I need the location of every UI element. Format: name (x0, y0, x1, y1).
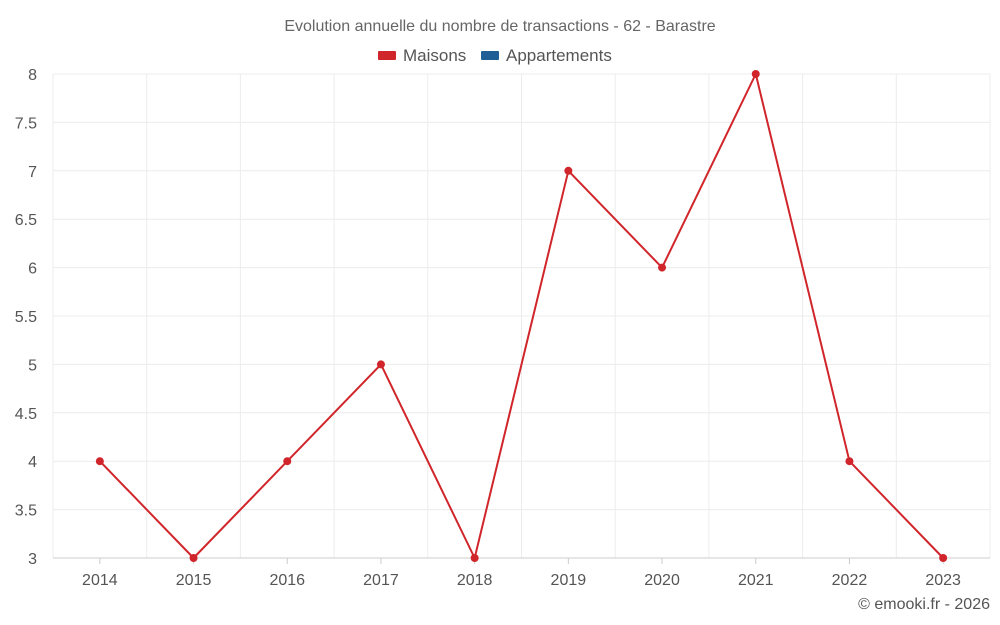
x-tick-label: 2020 (644, 572, 680, 589)
y-tick-label: 6.5 (15, 212, 37, 229)
x-tick-label: 2023 (925, 572, 961, 589)
legend-swatch-maisons (378, 51, 396, 60)
y-tick-label: 7 (28, 164, 37, 181)
x-tick-label: 2021 (738, 572, 774, 589)
y-tick-label: 6 (28, 261, 37, 278)
y-tick-label: 4.5 (15, 406, 37, 423)
x-tick-label: 2015 (176, 572, 212, 589)
data-point-maisons-2017[interactable] (376, 360, 385, 369)
y-tick-label: 7.5 (15, 115, 37, 132)
y-tick-label: 4 (28, 454, 37, 471)
y-tick-label: 3 (28, 551, 37, 568)
y-tick-label: 3.5 (15, 503, 37, 520)
y-tick-label: 5 (28, 357, 37, 374)
data-point-maisons-2015[interactable] (189, 554, 198, 562)
data-point-maisons-2021[interactable] (751, 70, 760, 78)
x-tick-label: 2022 (832, 572, 868, 589)
x-axis-ticks: 2014 2015 2016 2017 2018 2019 2020 2021 2022 2023 (82, 558, 961, 589)
x-tick-label: 2016 (269, 572, 305, 589)
series-layer (95, 70, 948, 562)
y-tick-label: 5.5 (15, 309, 37, 326)
legend-label-appartements: Appartements (506, 46, 612, 65)
credit-text: © emooki.fr - 2026 (858, 596, 990, 613)
chart-title: Evolution annuelle du nombre de transact… (284, 18, 715, 35)
data-point-maisons-2016[interactable] (283, 457, 292, 466)
x-tick-label: 2014 (82, 572, 118, 589)
x-tick-label: 2018 (457, 572, 493, 589)
y-axis-ticks: 3 3.5 4 4.5 5 5.5 6 6.5 7 7.5 8 (15, 67, 37, 568)
data-point-maisons-2023[interactable] (939, 554, 948, 562)
legend-swatch-appartements (481, 51, 499, 60)
legend-item-appartements[interactable]: Appartements (481, 46, 612, 65)
data-point-maisons-2022[interactable] (845, 457, 854, 466)
legend-label-maisons: Maisons (403, 46, 466, 65)
data-point-maisons-2020[interactable] (658, 263, 667, 272)
grid (52, 73, 991, 558)
legend-item-maisons[interactable]: Maisons (378, 46, 466, 65)
legend: Maisons Appartements (378, 46, 612, 65)
x-tick-label: 2017 (363, 572, 399, 589)
x-tick-label: 2019 (551, 572, 587, 589)
y-tick-label: 8 (28, 67, 37, 84)
series-line-maisons (99, 73, 944, 559)
data-point-maisons-2019[interactable] (564, 166, 573, 175)
data-point-maisons-2014[interactable] (95, 457, 104, 466)
data-point-maisons-2018[interactable] (470, 554, 479, 562)
